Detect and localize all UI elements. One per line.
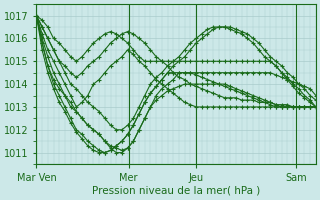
X-axis label: Pression niveau de la mer( hPa ): Pression niveau de la mer( hPa ) (92, 186, 260, 196)
